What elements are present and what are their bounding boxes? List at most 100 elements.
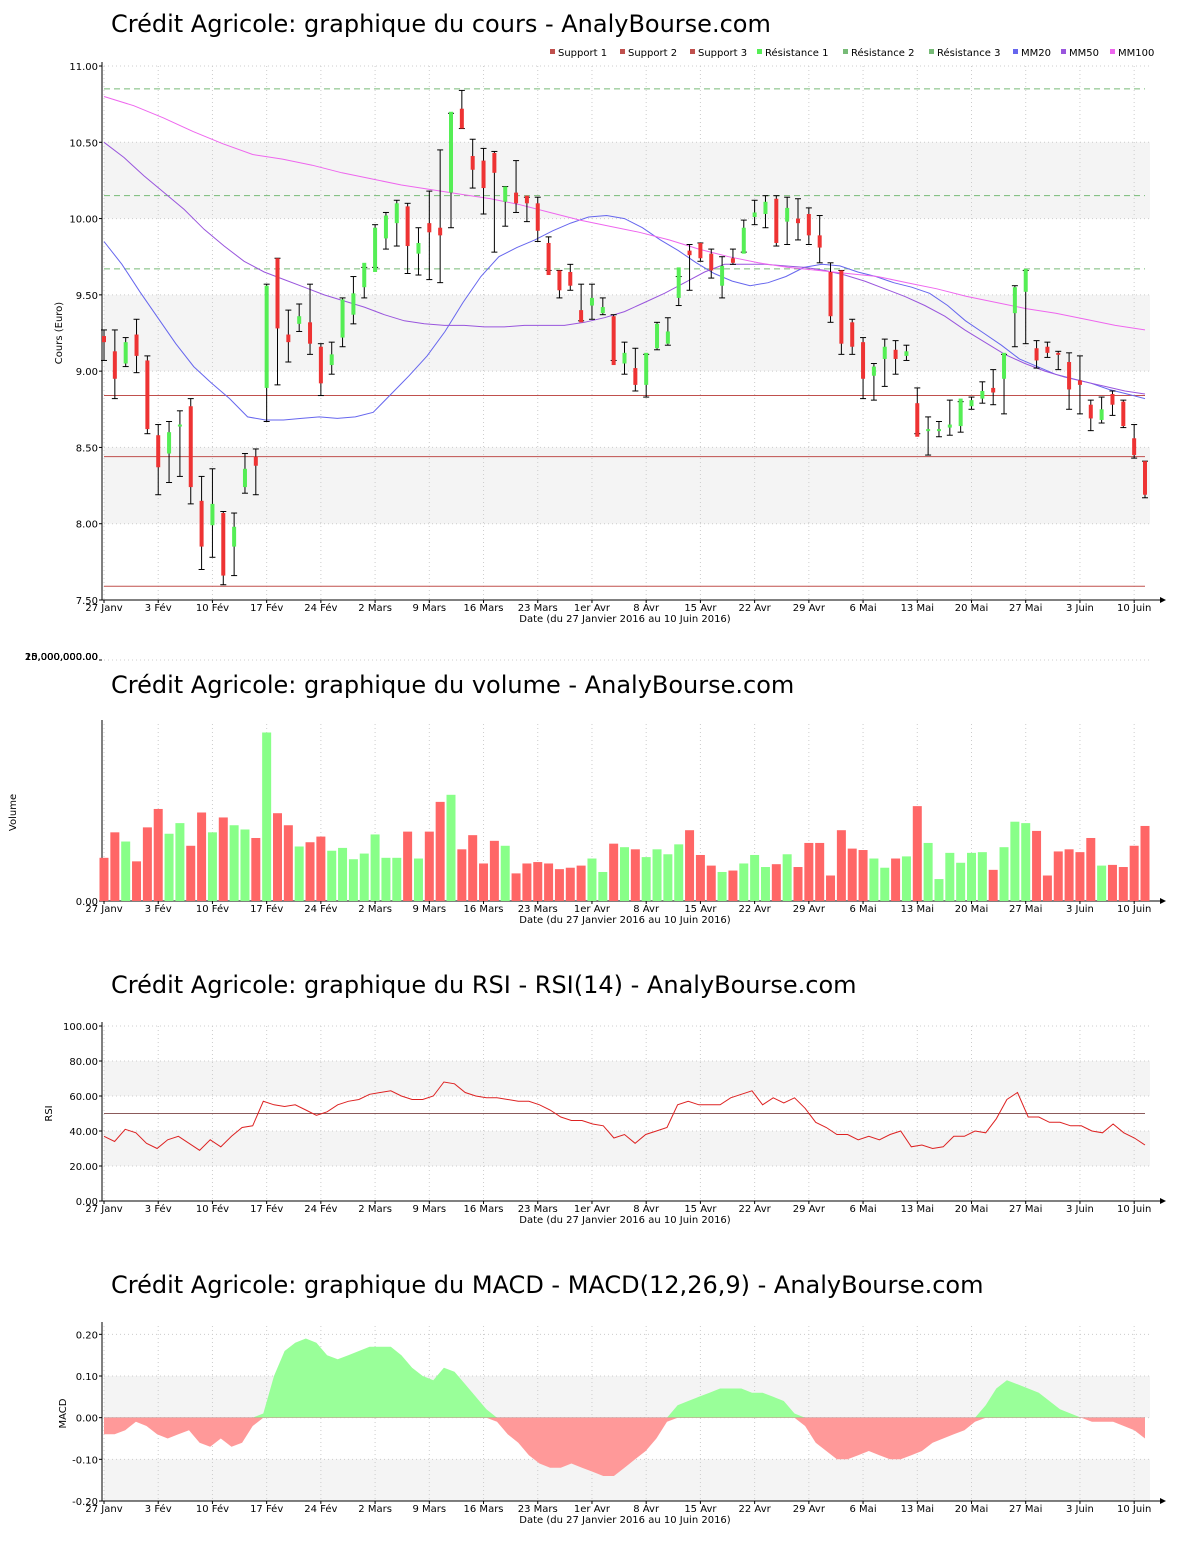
- macd-chart-title: Crédit Agricole: graphique du MACD - MAC…: [111, 1271, 984, 1299]
- volume-bar: [392, 857, 402, 901]
- volume-bar: [240, 829, 250, 901]
- legend-label: Support 2: [628, 48, 677, 59]
- volume-bar: [489, 840, 499, 901]
- volume-x-tick-label: 23 Mars: [518, 904, 558, 915]
- price-y-tick-label: 8.00: [76, 520, 98, 531]
- candle-up: [416, 242, 421, 254]
- volume-bar: [262, 732, 272, 901]
- rsi-chart-title: Crédit Agricole: graphique du RSI - RSI(…: [111, 971, 857, 999]
- candle-down: [318, 346, 323, 384]
- volume-bar: [457, 849, 467, 901]
- candle-up: [1099, 409, 1104, 420]
- volume-bar: [446, 794, 456, 901]
- candle-up: [123, 342, 128, 364]
- volume-bar: [218, 817, 228, 901]
- candle-up: [1023, 268, 1028, 292]
- candle-up: [600, 307, 605, 314]
- legend-swatch: [843, 49, 848, 54]
- rsi-x-tick-label: 9 Mars: [413, 1204, 447, 1215]
- volume-bar: [283, 825, 293, 901]
- volume-bar: [1129, 845, 1139, 901]
- candle-down: [557, 270, 562, 291]
- macd-x-tick-label: 9 Mars: [413, 1504, 447, 1515]
- candle-up: [210, 503, 215, 526]
- volume-bar: [1097, 865, 1107, 901]
- rsi-x-tick-label: 3 Juin: [1066, 1204, 1094, 1215]
- rsi-band: [104, 1061, 1150, 1096]
- rsi-x-tick-label: 23 Mars: [518, 1204, 558, 1215]
- candle-down: [156, 435, 161, 468]
- candle-up: [383, 215, 388, 239]
- volume-bar: [977, 852, 987, 901]
- volume-bar: [869, 858, 879, 901]
- volume-bar: [847, 848, 857, 901]
- volume-x-tick-label: 17 Fév: [250, 903, 283, 915]
- volume-bar: [652, 849, 662, 901]
- candle-down: [1034, 348, 1039, 361]
- rsi-chart: 0.00 20.00 40.00 60.00 80.00 100.00 27 Janv 3 F…: [44, 1022, 1166, 1226]
- volume-bar: [706, 865, 716, 901]
- volume-bar: [728, 870, 738, 901]
- volume-bar: [413, 858, 423, 901]
- macd-x-tick-label: 20 Mai: [955, 1504, 988, 1515]
- price-y-tick-label: 10.00: [69, 215, 98, 226]
- volume-bar: [771, 864, 781, 901]
- volume-bar: [565, 867, 575, 901]
- candle-down: [806, 213, 811, 236]
- candle-down: [796, 218, 800, 224]
- candle-down: [275, 258, 280, 329]
- macd-x-tick-label: 22 Avr: [739, 1504, 772, 1515]
- candle-down: [1067, 361, 1072, 390]
- price-x-tick-label: 22 Avr: [739, 603, 772, 614]
- macd-positive-area: [104, 1338, 1145, 1418]
- macd-y-tick-label: -0.10: [72, 1455, 98, 1466]
- rsi-x-tick-label: 10 Juin: [1117, 1204, 1151, 1215]
- price-y-tick-label: 7.50: [76, 596, 98, 607]
- volume-bar: [956, 862, 966, 901]
- rsi-x-tick-label: 27 Mai: [1009, 1204, 1042, 1215]
- volume-bar: [663, 854, 673, 901]
- volume-bar: [739, 863, 749, 901]
- volume-bar: [945, 852, 955, 901]
- volume-bar: [327, 850, 337, 901]
- candle-up: [655, 323, 660, 349]
- candle-down: [308, 322, 313, 344]
- candle-down: [188, 406, 193, 488]
- volume-bar: [988, 869, 998, 901]
- volume-bar: [1042, 875, 1052, 901]
- candle-up: [926, 429, 931, 432]
- volume-bar: [782, 854, 792, 901]
- candle-up: [329, 354, 334, 366]
- price-x-tick-label: 2 Mars: [358, 603, 392, 614]
- legend-label: Résistance 1: [765, 47, 828, 59]
- volume-bar: [207, 832, 217, 901]
- price-y-tick-label: 9.00: [76, 367, 98, 378]
- candle-down: [828, 271, 833, 317]
- volume-bar: [424, 831, 434, 901]
- legend-swatch: [929, 49, 934, 54]
- candle-up: [362, 262, 367, 288]
- volume-bar: [609, 843, 619, 901]
- volume-bar: [479, 863, 489, 901]
- price-x-tick-label: 1er Avr: [574, 603, 611, 614]
- rsi-y-tick-label: 40.00: [69, 1127, 98, 1138]
- macd-negative-area: [104, 1417, 1145, 1476]
- candle-up: [232, 526, 237, 547]
- candle-up: [622, 352, 627, 364]
- candle-up: [969, 400, 974, 407]
- macd-y-tick-label: -0.20: [72, 1497, 98, 1508]
- volume-y-tick-label: 0.00: [76, 897, 98, 908]
- candle-down: [514, 192, 519, 204]
- candle-up: [449, 111, 453, 193]
- rsi-x-tick-label: 20 Mai: [955, 1204, 988, 1215]
- candle-down: [1132, 438, 1137, 456]
- macd-x-tick-label: 3 Juin: [1066, 1504, 1094, 1515]
- price-y-tick-label: 11.00: [69, 62, 98, 73]
- candle-up: [752, 212, 757, 218]
- candle-up: [676, 267, 681, 298]
- volume-x-axis-title: Date (du 27 Janvier 2016 au 10 Juin 2016…: [519, 915, 731, 926]
- candle-down: [1121, 401, 1126, 427]
- volume-x-tick-label: 2 Mars: [358, 904, 392, 915]
- candle-up: [1002, 352, 1007, 379]
- rsi-x-tick-label: 10 Fév: [196, 1203, 229, 1215]
